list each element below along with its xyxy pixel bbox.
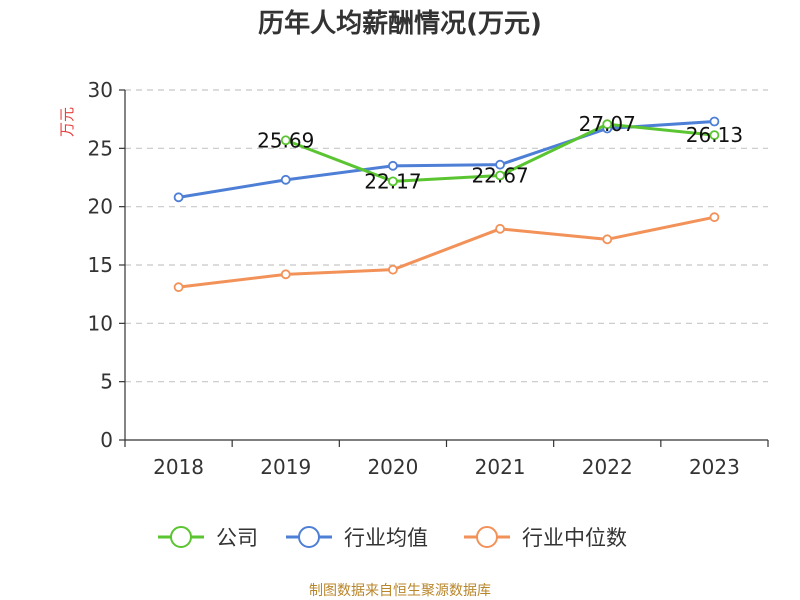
y-axis-unit-label: 万元 xyxy=(58,107,76,137)
axes: 0 5 10 15 20 25 30 2018 2019 2020 2021 2022 2023 xyxy=(88,78,769,479)
data-point xyxy=(173,282,184,293)
data-point xyxy=(602,234,613,245)
data-label: 26.13 xyxy=(686,123,743,147)
y-tick-label: 25 xyxy=(88,136,113,160)
legend-label: 行业中位数 xyxy=(522,526,627,550)
data-label: 27.07 xyxy=(579,112,636,136)
data-labels: 25.69 22.17 22.67 27.07 26.13 xyxy=(257,112,743,193)
data-point xyxy=(709,212,720,223)
grid-lines xyxy=(125,89,768,383)
data-label: 25.69 xyxy=(257,128,314,152)
x-tick-label: 2019 xyxy=(260,455,311,479)
data-point xyxy=(602,119,613,130)
legend-item[interactable]: 行业中位数 xyxy=(464,526,627,550)
data-point xyxy=(709,130,720,141)
legend-marker xyxy=(170,526,192,548)
y-tick-label: 30 xyxy=(88,78,113,102)
series-line xyxy=(178,215,715,289)
x-tick-label: 2018 xyxy=(153,455,204,479)
series-lines xyxy=(173,116,720,293)
data-point xyxy=(495,223,505,234)
data-point xyxy=(709,116,720,127)
data-point xyxy=(280,135,291,146)
data-point xyxy=(388,160,398,171)
y-tick-label: 10 xyxy=(88,311,113,335)
data-label: 22.17 xyxy=(364,169,421,193)
chart-title: 历年人均薪酬情况(万元) xyxy=(258,8,542,39)
data-point xyxy=(173,192,184,203)
data-point xyxy=(495,159,505,170)
legend-marker xyxy=(476,526,498,548)
y-tick-label: 5 xyxy=(100,370,113,394)
y-tick-label: 20 xyxy=(88,195,113,219)
y-tick-label: 0 xyxy=(100,428,113,452)
x-tick-label: 2021 xyxy=(475,455,526,479)
data-point xyxy=(495,170,505,181)
legend[interactable]: 公司 行业均值 行业中位数 xyxy=(158,526,627,550)
data-point xyxy=(280,269,291,280)
data-point xyxy=(280,174,291,185)
y-tick-label: 15 xyxy=(88,253,113,277)
x-tick-label: 2020 xyxy=(367,455,418,479)
x-tick-label: 2023 xyxy=(689,455,740,479)
legend-item[interactable]: 行业均值 xyxy=(286,526,428,550)
legend-marker xyxy=(298,526,320,548)
source-note: 制图数据来自恒生聚源数据库 xyxy=(309,583,491,599)
legend-item[interactable]: 公司 xyxy=(158,526,258,550)
data-point xyxy=(388,176,398,187)
data-label: 22.67 xyxy=(471,164,528,188)
data-point xyxy=(388,264,398,275)
legend-label: 行业均值 xyxy=(344,526,428,550)
legend-label: 公司 xyxy=(216,526,258,550)
x-tick-label: 2022 xyxy=(582,455,633,479)
